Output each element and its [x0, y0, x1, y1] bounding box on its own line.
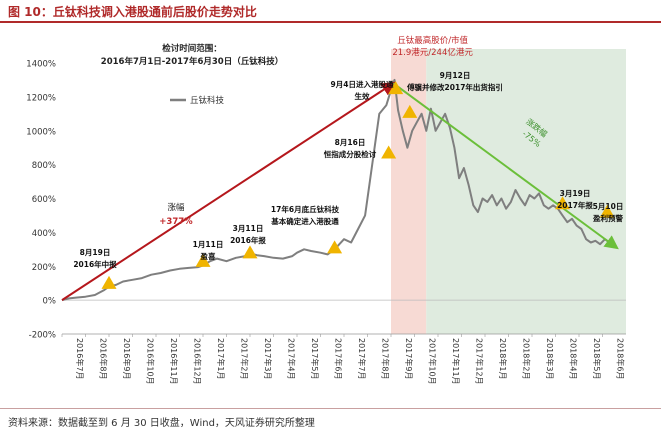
series-lines — [61, 78, 616, 302]
x-tick-label: 2017年7月 — [357, 338, 367, 379]
x-tick-label: 2017年10月 — [427, 338, 437, 385]
y-tick-label: -200% — [29, 331, 56, 341]
y-tick-label: 600% — [32, 195, 56, 205]
trend-line-1 — [61, 81, 396, 301]
x-tick-label: 2017年12月 — [474, 338, 484, 385]
event-marker — [242, 245, 258, 259]
band-sublabel: 21.9港元/244亿港元 — [392, 47, 473, 58]
event-marker — [327, 240, 343, 254]
event-label: 盈喜 — [200, 251, 216, 261]
axes: -200% 0% 200% 400% 600% 800% 1000% 1200% 1400% 20… — [26, 60, 626, 385]
y-tick-label: 1400% — [26, 60, 56, 70]
x-tick-label: 2017年6月 — [333, 338, 343, 379]
highlight-bands — [391, 49, 626, 334]
x-tick-label: 2016年7月 — [75, 338, 85, 379]
event-label: 2016年中报 — [73, 259, 117, 269]
x-tick-label: 2016年9月 — [122, 338, 132, 379]
x-tick-label: 2018年4月 — [568, 338, 578, 379]
trend-up-label: 涨幅 — [167, 202, 185, 213]
x-tick-label: 2016年10月 — [145, 338, 155, 385]
x-tick-label: 2017年2月 — [239, 338, 249, 379]
range-note-value: 2016年7月1日-2017年6月30日（丘钛科技） — [101, 56, 283, 67]
x-tick-label: 2018年3月 — [545, 338, 555, 379]
source-note: 资料来源：数据截至到 6 月 30 日收盘，Wind，天风证券研究所整理 — [8, 418, 315, 429]
event-label: 2016年报 — [230, 235, 266, 245]
x-tick-label: 2017年1月 — [216, 338, 226, 379]
y-tick-label: 1000% — [26, 127, 56, 137]
event-marker — [402, 104, 418, 118]
event-label: 5月10日 — [593, 202, 624, 211]
footer-rule — [0, 408, 661, 409]
x-tick-label: 2018年2月 — [521, 338, 531, 379]
x-tick-label: 2016年8月 — [98, 338, 108, 379]
event-label: 盈利预警 — [592, 213, 623, 223]
event-label: 2017年报 — [557, 200, 593, 210]
event-label: 8月19日 — [80, 248, 111, 257]
event-marker — [388, 81, 404, 95]
trend-line-2 — [392, 82, 619, 250]
x-tick-label: 2018年6月 — [615, 338, 625, 379]
title-rule — [0, 21, 661, 23]
series-line-qiuti — [61, 78, 616, 302]
y-tick-label: 200% — [32, 263, 56, 273]
event-label: 基本确定进入港股通 — [270, 216, 339, 226]
event-label: 1月11日 — [193, 240, 224, 249]
x-tick-label: 2017年9月 — [404, 338, 414, 379]
y-tick-label: 1200% — [26, 93, 56, 103]
event-marker — [101, 275, 117, 289]
x-tick-label: 2018年1月 — [498, 338, 508, 379]
y-tick-label: 400% — [32, 229, 56, 239]
event-marker — [555, 196, 571, 210]
x-tick-label: 2016年12月 — [192, 338, 202, 385]
x-tick-label: 2017年5月 — [310, 338, 320, 379]
event-label: 9月4日进入港股通 — [331, 79, 394, 89]
y-tick-label: 0% — [43, 297, 57, 307]
highlight-band-2 — [426, 49, 626, 334]
event-label: 生效 — [355, 91, 370, 101]
event-label: 3月11日 — [233, 224, 264, 233]
trend-lines — [61, 81, 619, 301]
x-tick-label: 2016年11月 — [169, 338, 179, 385]
figure-title: 图 10：丘钛科技调入港股通前后股价走势对比 — [8, 5, 257, 19]
event-label: 8月16日 — [335, 138, 366, 147]
event-label: 恒指成分股检讨 — [324, 149, 377, 159]
x-tick-label: 2017年11月 — [451, 338, 461, 385]
band-label: 丘钛最高股价/市值 — [397, 35, 468, 46]
x-tick-label: 2017年8月 — [380, 338, 390, 379]
event-label: 9月12日 — [440, 71, 471, 80]
event-marker — [195, 253, 211, 267]
legend-label: 丘钛科技 — [190, 95, 225, 106]
x-tick-label: 2017年3月 — [263, 338, 273, 379]
x-tick-label: 2017年4月 — [286, 338, 296, 379]
event-label: 17年6月底丘钛科技 — [271, 204, 340, 214]
event-label: 傅骥并修改2017年出货指引 — [406, 82, 503, 92]
x-tick-label: 2018年5月 — [592, 338, 602, 379]
trend-up-value: +377% — [159, 217, 193, 227]
y-tick-label: 800% — [32, 161, 56, 171]
range-note-label: 检讨时间范围： — [162, 43, 222, 54]
event-marker — [381, 145, 397, 159]
stock-price-chart: -200% 0% 200% 400% 600% 800% 1000% 1200% 1400% 20… — [26, 35, 626, 385]
event-label: 3月19日 — [560, 189, 591, 198]
figure-title-bar: 图 10：丘钛科技调入港股通前后股价走势对比 — [0, 0, 661, 23]
event-marker — [599, 204, 615, 218]
